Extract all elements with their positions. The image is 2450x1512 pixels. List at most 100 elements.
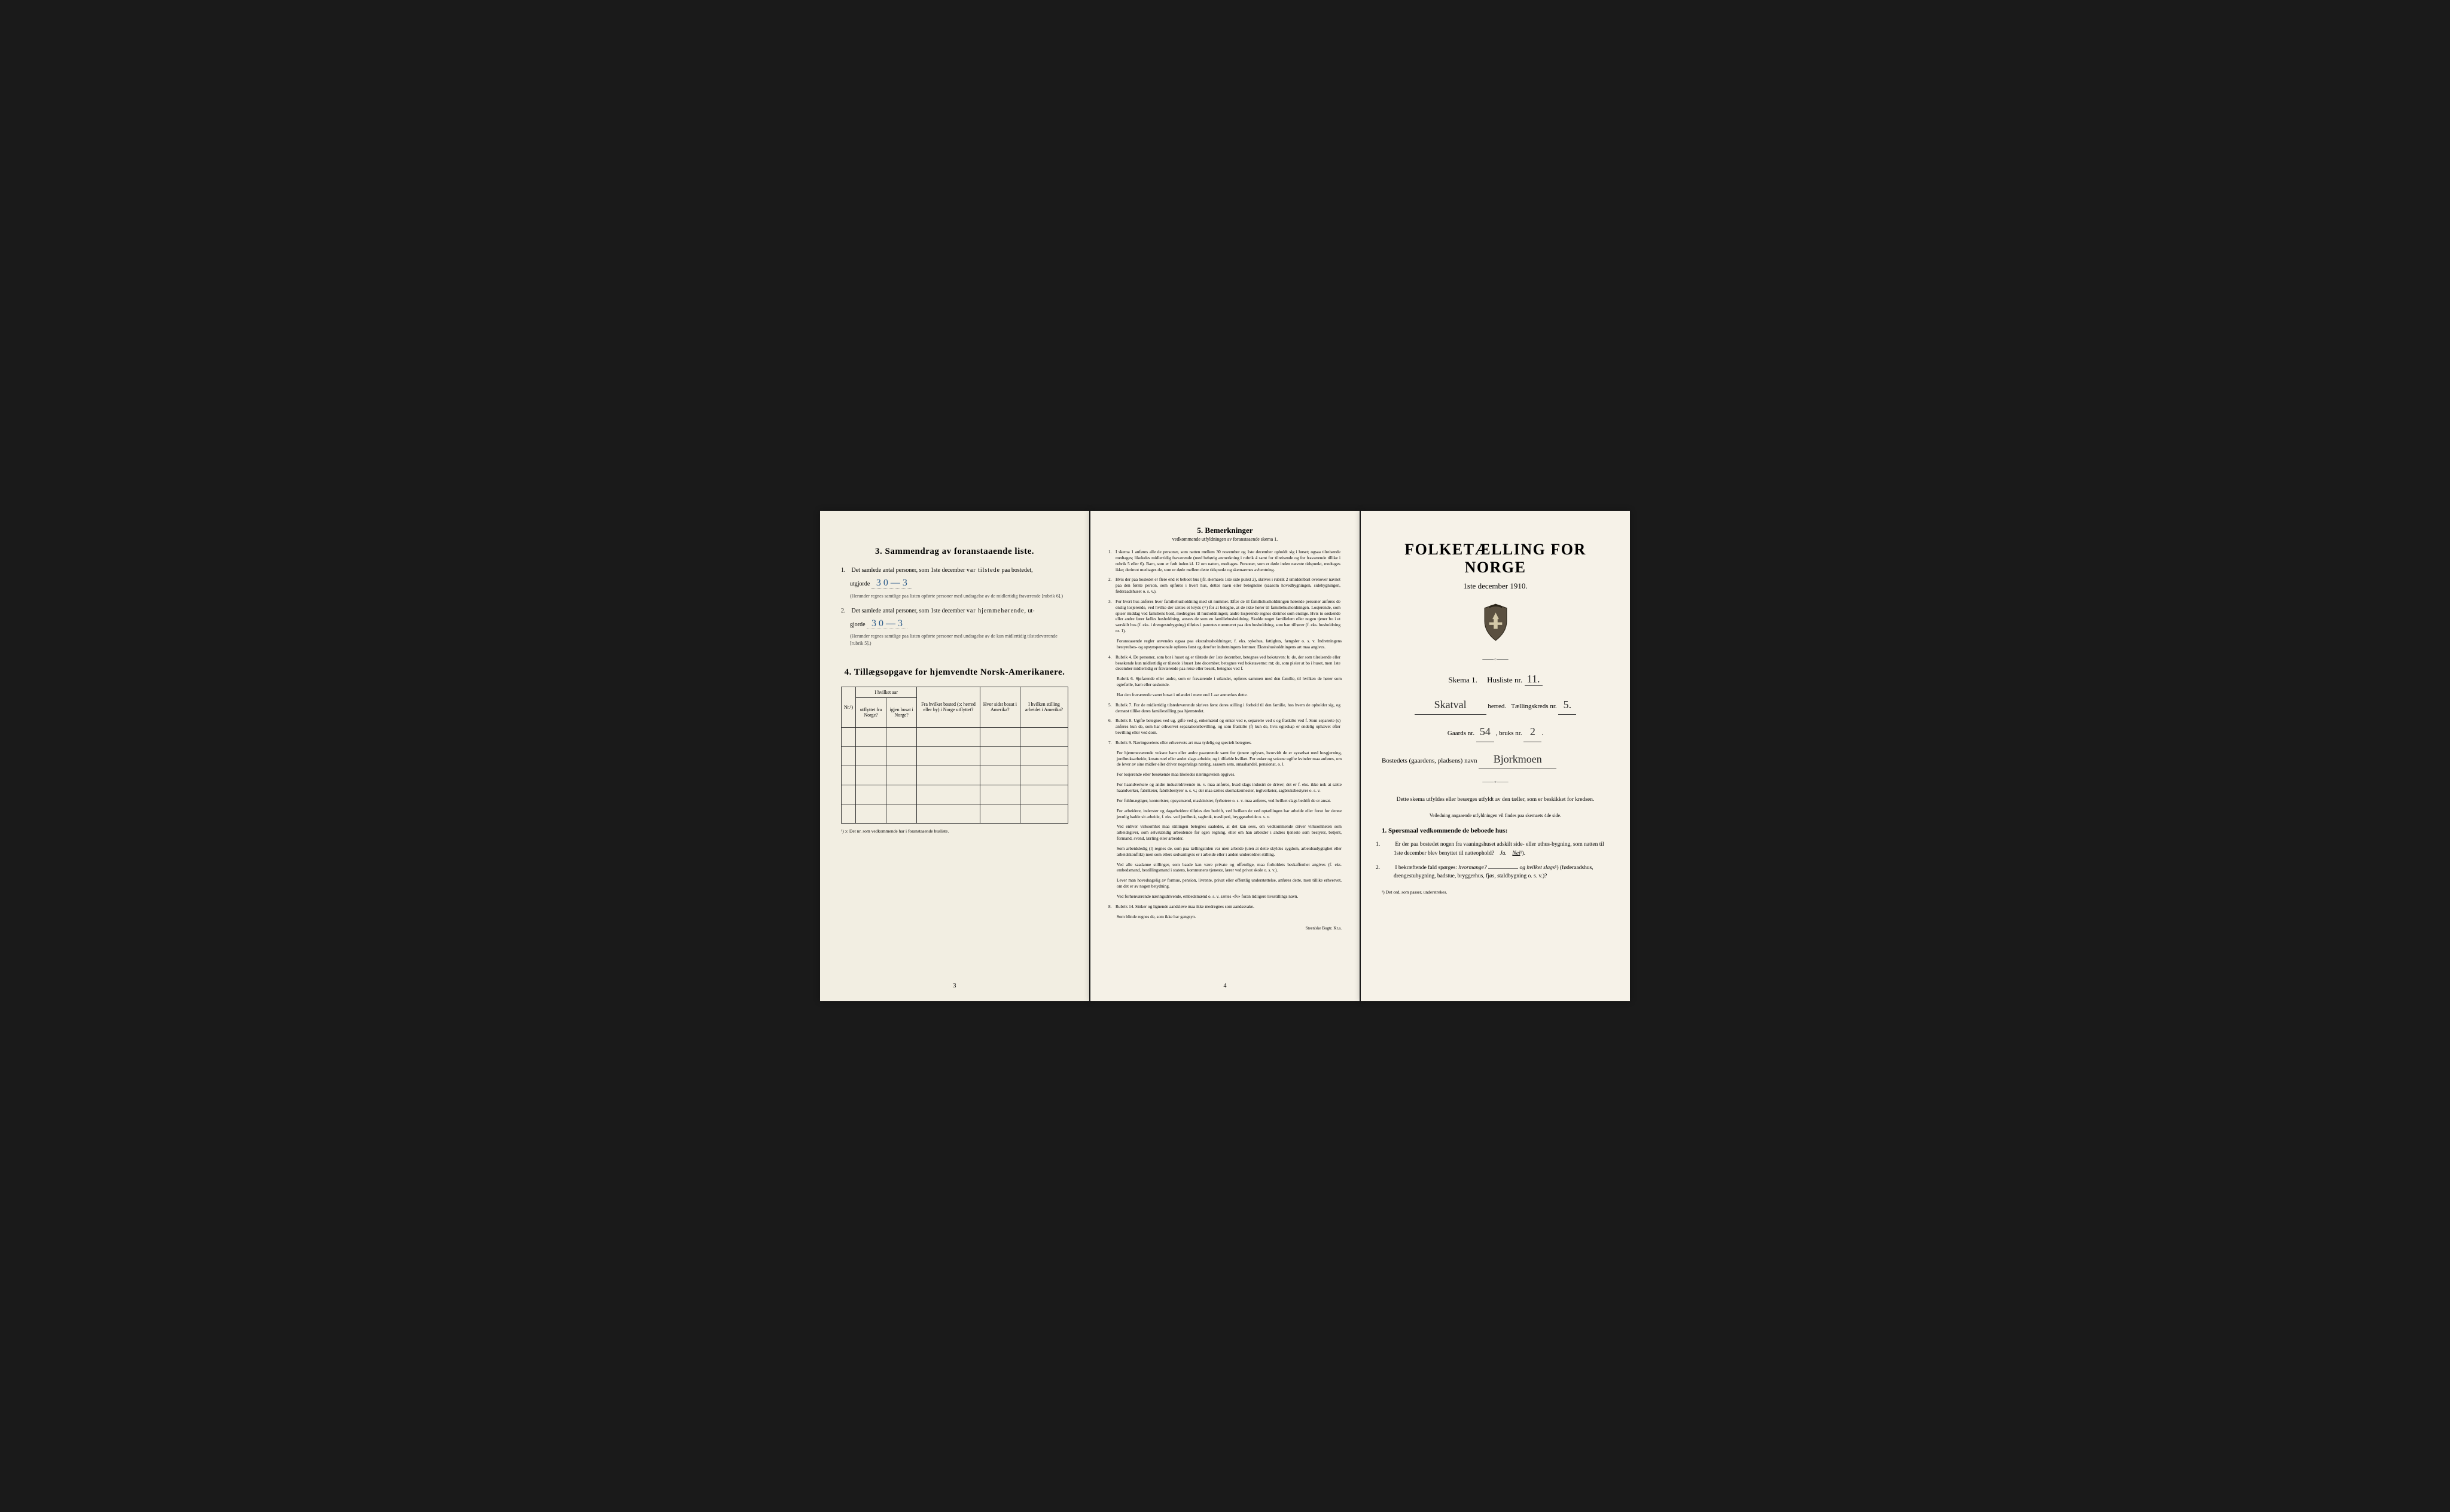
section-4-title: 4. Tillægsopgave for hjemvendte Norsk-Am… xyxy=(841,667,1068,678)
q2-blank xyxy=(1488,868,1518,869)
remark-item: 3.For hvert hus anføres hver familiehush… xyxy=(1108,599,1342,634)
bruk-value: 2 xyxy=(1523,722,1541,742)
bosted-value: Bjorkmoen xyxy=(1479,749,1556,769)
remark-item: 5.Rubrik 7. For de midlertidig tilstedev… xyxy=(1108,702,1342,714)
page-number-3: 3 xyxy=(953,983,956,989)
ornament-divider: ⸺◦⸺ xyxy=(1382,654,1609,664)
item-1-note: (Herunder regnes samtlige paa listen opf… xyxy=(841,593,1068,599)
gaard-value: 54 xyxy=(1476,722,1494,742)
remark-sub: Foranstaaende regler anvendes ogsaa paa … xyxy=(1108,638,1342,650)
q1-ja: Ja. xyxy=(1500,850,1507,856)
section-5-sub: vedkommende utfyldningen av foranstaaend… xyxy=(1108,536,1342,542)
item-1-text-d: utgjorde xyxy=(841,581,870,587)
bosted-label: Bostedets (gaardens, pladsens) navn xyxy=(1382,757,1477,764)
remark-sub: Som blinde regnes de, som ikke har gangs… xyxy=(1108,914,1342,920)
item-2-bold: var hjemmehørende, xyxy=(967,608,1026,614)
item-1-num: 1. xyxy=(841,566,850,575)
kreds-label: Tællingskreds nr. xyxy=(1511,703,1556,710)
filling-instruction: Dette skema utfyldes eller besørges utfy… xyxy=(1382,795,1609,804)
q1-sup: ¹). xyxy=(1520,850,1525,856)
gaard-label: Gaards nr. xyxy=(1448,730,1474,737)
printer-credit: Steen'ske Bogtr. Kr.a. xyxy=(1108,926,1342,931)
herred-value: Skatval xyxy=(1415,695,1486,715)
section-3-title: 3. Sammendrag av foranstaaende liste. xyxy=(841,547,1068,557)
question-2: 2. I bekræftende fald spørges: hvormange… xyxy=(1382,864,1609,881)
kreds-value: 5. xyxy=(1558,695,1576,715)
section-4-num: 4. xyxy=(845,667,852,677)
remark-sub: Lever man hovedsagelig av formue, pensio… xyxy=(1108,877,1342,889)
section-5-text: Bemerkninger xyxy=(1205,526,1253,535)
item-2-text-a: Det samlede antal personer, som 1ste dec… xyxy=(852,608,965,614)
remark-item: 4.Rubrik 4. De personer, som bor i huset… xyxy=(1108,654,1342,672)
q2-text-b: hvormange? xyxy=(1458,865,1487,871)
herred-label: herred. xyxy=(1488,703,1506,710)
emigrant-table: Nr.¹) I hvilket aar Fra hvilket bosted (… xyxy=(841,687,1068,824)
bosted-line: Bostedets (gaardens, pladsens) navn Bjor… xyxy=(1382,749,1609,769)
page-number-4: 4 xyxy=(1224,983,1227,989)
page-right: FOLKETÆLLING FOR NORGE 1ste december 191… xyxy=(1361,511,1630,1001)
th-emigrated: utflyttet fra Norge? xyxy=(856,697,886,727)
q2-num: 2. xyxy=(1385,864,1394,872)
q1-text: Er der paa bostedet nogen fra vaaningshu… xyxy=(1394,842,1604,856)
section-5-num: 5. xyxy=(1197,526,1203,535)
main-title: FOLKETÆLLING FOR NORGE xyxy=(1382,541,1609,577)
remark-sub: Rubrik 6. Sjøfarende eller andre, som er… xyxy=(1108,676,1342,688)
section-4-footnote: ¹) ɔ: Det nr. som vedkommende har i fora… xyxy=(841,828,1068,834)
remark-sub: For losjerende eller besøkende maa likel… xyxy=(1108,772,1342,778)
document-spread: 3. Sammendrag av foranstaaende liste. 1.… xyxy=(820,511,1630,1001)
crest-icon xyxy=(1479,603,1512,642)
q1-nei: Nei xyxy=(1512,850,1520,856)
th-year: I hvilket aar xyxy=(856,687,917,697)
skema-line: Skema 1. Husliste nr. 11. xyxy=(1382,673,1609,686)
remarks-list: 1.I skema 1 anføres alle de personer, so… xyxy=(1108,549,1342,920)
gaard-line: Gaards nr. 54 , bruks nr. 2. xyxy=(1382,722,1609,742)
bruk-label: , bruks nr. xyxy=(1496,730,1522,737)
remark-sub: Som arbeidsledig (l) regnes de, som paa … xyxy=(1108,846,1342,858)
th-returned: igjen bosat i Norge? xyxy=(886,697,917,727)
q1-num: 1. xyxy=(1385,840,1394,849)
table-row xyxy=(842,746,1068,766)
section-3-text: Sammendrag av foranstaaende liste. xyxy=(885,547,1035,556)
remark-sub: Ved alle saadanne stillinger, som baade … xyxy=(1108,862,1342,874)
item-2-value: 3 0 — 3 xyxy=(867,618,907,629)
remark-item: 6.Rubrik 8. Ugifte betegnes ved ug, gift… xyxy=(1108,718,1342,736)
table-row xyxy=(842,804,1068,823)
question-heading: 1. Spørsmaal vedkommende de beboede hus: xyxy=(1382,827,1609,834)
remark-item: 1.I skema 1 anføres alle de personer, so… xyxy=(1108,549,1342,572)
section-5-heading: 5. Bemerkninger xyxy=(1108,526,1342,535)
census-date: 1ste december 1910. xyxy=(1382,581,1609,591)
th-position: I hvilken stilling arbeidet i Amerika? xyxy=(1020,687,1068,727)
husliste-value: 11. xyxy=(1525,673,1543,686)
summary-item-1: 1. Det samlede antal personer, som 1ste … xyxy=(841,566,1068,599)
summary-item-2: 2. Det samlede antal personer, som 1ste … xyxy=(841,606,1068,647)
q2-sup: ¹) xyxy=(1555,865,1559,871)
q2-text-c: og hvilket slags xyxy=(1520,865,1555,871)
table-row xyxy=(842,785,1068,804)
skema-label: Skema 1. xyxy=(1448,675,1477,684)
q2-text-a: I bekræftende fald spørges: xyxy=(1395,865,1457,871)
item-2-text-d: gjorde xyxy=(841,621,866,628)
item-2-note: (Herunder regnes samtlige paa listen opf… xyxy=(841,633,1068,646)
husliste-label: Husliste nr. xyxy=(1487,675,1522,684)
th-where: Hvor sidst bosat i Amerika? xyxy=(980,687,1020,727)
ornament-divider-2: ⸺◦⸺ xyxy=(1382,776,1609,787)
th-from: Fra hvilket bosted (ɔ: herred eller by) … xyxy=(917,687,980,727)
table-row xyxy=(842,727,1068,746)
item-1-value: 3 0 — 3 xyxy=(871,578,912,589)
remark-sub: Har den fraværende været bosat i utlande… xyxy=(1108,692,1342,698)
q-head-text: Spørsmaal vedkommende de beboede hus: xyxy=(1388,827,1507,834)
section-3-num: 3. xyxy=(875,547,882,556)
question-1: 1. Er der paa bostedet nogen fra vaaning… xyxy=(1382,840,1609,858)
remark-sub: For arbeidere, inderster og dagarbeidere… xyxy=(1108,808,1342,820)
q-head-num: 1. xyxy=(1382,827,1386,834)
item-1-bold: var tilstede xyxy=(967,567,1000,574)
page-left: 3. Sammendrag av foranstaaende liste. 1.… xyxy=(820,511,1089,1001)
remark-item: 8.Rubrik 14. Sinker og lignende aandsløv… xyxy=(1108,904,1342,910)
section-4-text: Tillægsopgave for hjemvendte Norsk-Ameri… xyxy=(854,667,1065,677)
item-1-text-a: Det samlede antal personer, som 1ste dec… xyxy=(852,567,965,574)
right-footnote: ¹) Det ord, som passer, understrekes. xyxy=(1382,889,1609,895)
remark-sub: Ved enhver virksomhet maa stillingen bet… xyxy=(1108,824,1342,842)
coat-of-arms xyxy=(1382,603,1609,645)
herred-line: Skatval herred. Tællingskreds nr. 5. xyxy=(1382,695,1609,715)
remark-sub: For fuldmægtiger, kontorister, opsysmænd… xyxy=(1108,798,1342,804)
